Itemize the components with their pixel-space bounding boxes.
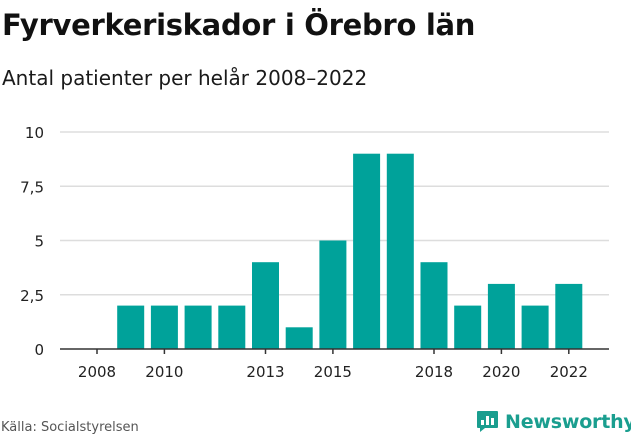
x-tick-label: 2015 bbox=[314, 363, 352, 381]
bar bbox=[521, 305, 549, 349]
y-tick-label: 5 bbox=[34, 233, 44, 251]
bar bbox=[454, 305, 482, 349]
bar bbox=[117, 305, 145, 349]
bar bbox=[487, 283, 515, 349]
bar bbox=[184, 305, 212, 349]
source-note: Källa: Socialstyrelsen bbox=[1, 420, 139, 435]
y-tick-label: 10 bbox=[25, 124, 44, 142]
bar bbox=[150, 305, 178, 349]
chart-subtitle: Antal patienter per helår 2008–2022 bbox=[2, 66, 368, 90]
x-tick-label: 2010 bbox=[145, 363, 183, 381]
bar-chart-icon bbox=[477, 411, 498, 432]
bar bbox=[252, 262, 279, 349]
x-tick-label: 2020 bbox=[482, 363, 520, 381]
x-tick-label: 2018 bbox=[415, 363, 453, 381]
bar bbox=[353, 153, 381, 349]
bar bbox=[218, 305, 246, 349]
bar bbox=[386, 153, 414, 349]
brand-logo: Newsworthy bbox=[476, 410, 631, 433]
y-axis-labels: 0 2,5 5 7,5 10 bbox=[20, 124, 44, 359]
x-tick-label: 2008 bbox=[78, 363, 116, 381]
x-tick-label: 2022 bbox=[550, 363, 588, 381]
bar bbox=[285, 327, 313, 349]
y-tick-label: 7,5 bbox=[20, 178, 44, 196]
y-tick-label: 0 bbox=[34, 341, 44, 359]
bars bbox=[117, 153, 583, 349]
bar bbox=[319, 240, 347, 349]
x-tick-label: 2013 bbox=[246, 363, 284, 381]
x-axis: 2008 2010 2013 2015 2018 2020 2022 bbox=[60, 348, 609, 381]
y-tick-label: 2,5 bbox=[20, 287, 44, 305]
chart-title: Fyrverkeriskador i Örebro län bbox=[2, 8, 476, 42]
bar-chart: 0 2,5 5 7,5 10 2008 2010 2013 2015 2018 2020 2022 bbox=[20, 124, 609, 381]
bar bbox=[555, 283, 583, 349]
bar bbox=[420, 262, 448, 349]
brand-name: Newsworthy bbox=[505, 410, 631, 433]
